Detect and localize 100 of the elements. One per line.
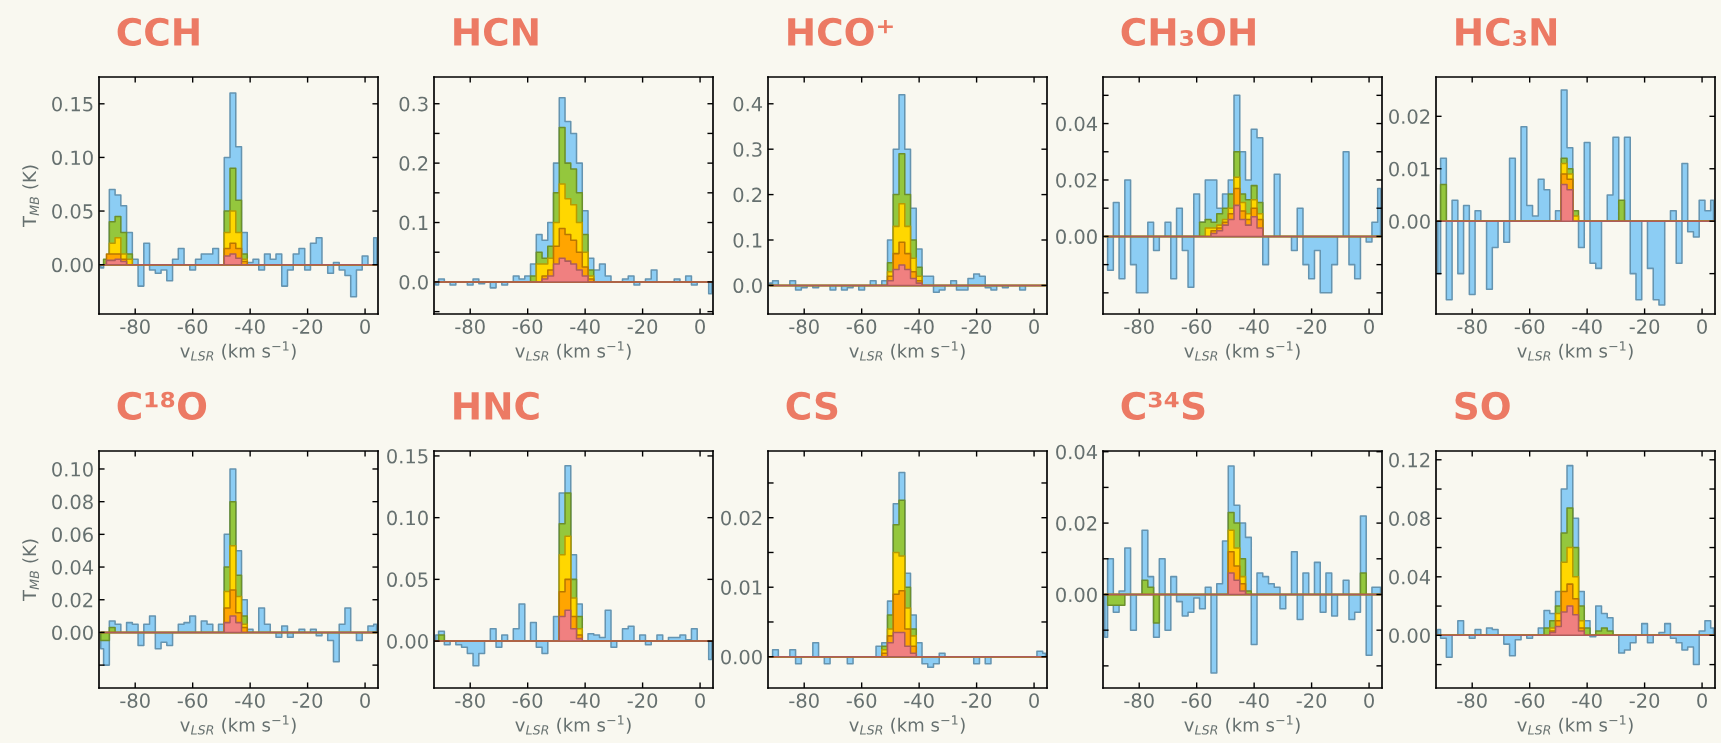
x-tick-label: -80 bbox=[120, 693, 150, 708]
y-tick-label: 0.00 bbox=[721, 649, 762, 665]
x-axis-title: v$_{LSR}$ (km s$^{−1}$) bbox=[1517, 341, 1633, 361]
x-tick-label: -20 bbox=[961, 319, 992, 334]
x-tick-label: -80 bbox=[1457, 319, 1487, 334]
x-tick-label: -20 bbox=[292, 693, 323, 708]
y-tick-label: 0.2 bbox=[733, 187, 762, 203]
x-tick-label: 0 bbox=[1029, 693, 1039, 708]
chart-title: HCN bbox=[454, 17, 538, 47]
y-tick-label: 0.00 bbox=[387, 634, 428, 649]
y-tick-label: 0.15 bbox=[387, 448, 428, 464]
x-tick-label: -60 bbox=[1181, 693, 1212, 708]
y-tick-label: 0.04 bbox=[1056, 116, 1098, 132]
y-tick-label: 0.01 bbox=[721, 580, 762, 595]
y-tick-label: 0.02 bbox=[1056, 172, 1097, 188]
y-tick-label: 0.00 bbox=[52, 625, 93, 641]
chart-title: CCH bbox=[117, 17, 199, 47]
x-tick-label: -20 bbox=[292, 319, 323, 334]
x-axis-title: v$_{LSR}$ (km s$^{−1}$) bbox=[1184, 715, 1300, 735]
x-tick-label: -20 bbox=[1629, 693, 1660, 708]
x-axis-title: v$_{LSR}$ (km s$^{−1}$) bbox=[1517, 715, 1633, 735]
x-tick-label: -40 bbox=[1572, 693, 1602, 708]
x-tick-label: -60 bbox=[846, 693, 877, 708]
y-tick-label: 0.1 bbox=[399, 215, 428, 231]
x-tick-label: -40 bbox=[1239, 693, 1269, 708]
x-tick-label: -20 bbox=[1296, 693, 1327, 708]
x-tick-label: -80 bbox=[455, 693, 485, 708]
x-tick-label: -60 bbox=[1181, 319, 1212, 334]
x-tick-label: 0 bbox=[1697, 693, 1707, 708]
x-tick-label: -60 bbox=[177, 693, 208, 708]
x-tick-label: -20 bbox=[627, 319, 658, 334]
x-tick-label: -60 bbox=[1514, 693, 1545, 708]
chart-title: SO bbox=[1455, 391, 1510, 421]
y-tick-label: 0.4 bbox=[733, 96, 763, 112]
x-axis-title: v$_{LSR}$ (km s$^{−1}$) bbox=[180, 715, 296, 735]
y-tick-label: 0.02 bbox=[721, 510, 762, 526]
x-tick-label: -40 bbox=[1572, 319, 1602, 334]
y-tick-label: 0.04 bbox=[52, 560, 94, 575]
y-tick-label: 0.10 bbox=[387, 510, 428, 526]
y-tick-label: 0.00 bbox=[1389, 214, 1430, 229]
x-tick-label: -40 bbox=[1239, 319, 1269, 334]
y-tick-label: 0.02 bbox=[52, 592, 93, 608]
x-tick-label: -20 bbox=[1296, 319, 1327, 334]
y-tick-label: 0.00 bbox=[1389, 628, 1430, 643]
y-tick-label: 0.15 bbox=[52, 96, 93, 112]
y-tick-label: 0.08 bbox=[1389, 511, 1430, 526]
x-tick-label: 0 bbox=[695, 319, 705, 334]
x-tick-label: 0 bbox=[1697, 319, 1707, 334]
x-tick-label: -80 bbox=[1124, 693, 1154, 708]
x-tick-label: 0 bbox=[695, 693, 705, 708]
x-tick-label: -40 bbox=[235, 319, 265, 334]
y-tick-label: 0.10 bbox=[52, 150, 93, 166]
x-tick-label: -80 bbox=[120, 319, 150, 334]
y-tick-label: 0.2 bbox=[399, 156, 428, 171]
y-tick-label: 0.01 bbox=[1389, 161, 1430, 177]
y-tick-label: 0.0 bbox=[733, 278, 762, 294]
chart-title: HC₃N bbox=[1456, 17, 1557, 47]
x-tick-label: -80 bbox=[455, 319, 485, 334]
x-tick-label: -20 bbox=[961, 693, 992, 708]
x-axis-title: v$_{LSR}$ (km s$^{−1}$) bbox=[180, 341, 296, 361]
y-tick-label: 0.05 bbox=[387, 572, 428, 588]
x-tick-label: -60 bbox=[846, 319, 877, 334]
x-tick-label: 0 bbox=[1364, 319, 1374, 334]
y-tick-label: 0.10 bbox=[52, 461, 93, 477]
y-tick-label: 0.02 bbox=[1389, 109, 1430, 124]
x-tick-label: -20 bbox=[627, 693, 658, 708]
y-tick-label: 0.05 bbox=[52, 204, 93, 219]
x-tick-label: -80 bbox=[1124, 319, 1154, 334]
y-tick-label: 0.12 bbox=[1389, 452, 1430, 468]
y-tick-label: 0.00 bbox=[1056, 587, 1097, 603]
x-tick-label: -40 bbox=[904, 693, 934, 708]
x-tick-label: -40 bbox=[904, 319, 934, 334]
x-tick-label: -60 bbox=[177, 319, 208, 334]
chart-title: CS bbox=[786, 391, 838, 421]
x-axis-title: v$_{LSR}$ (km s$^{−1}$) bbox=[515, 341, 631, 361]
y-axis-title: T$_{MB}$ (K) bbox=[22, 165, 39, 228]
y-tick-label: 0.06 bbox=[52, 527, 93, 543]
x-tick-label: -40 bbox=[235, 693, 265, 708]
x-axis-title: v$_{LSR}$ (km s$^{−1}$) bbox=[515, 715, 631, 735]
chart-title: C³⁴S bbox=[1121, 391, 1205, 421]
x-tick-label: -60 bbox=[1514, 319, 1545, 334]
x-tick-label: -60 bbox=[512, 319, 543, 334]
chart-title: HNC bbox=[454, 391, 539, 421]
y-tick-label: 0.00 bbox=[1056, 229, 1097, 245]
chart-title: CH₃OH bbox=[1121, 17, 1255, 47]
x-tick-label: -60 bbox=[512, 693, 543, 708]
chart-title: C¹⁸O bbox=[117, 391, 207, 421]
y-tick-label: 0.04 bbox=[1389, 569, 1431, 585]
x-tick-label: -40 bbox=[570, 693, 600, 708]
y-tick-label: 0.02 bbox=[1056, 516, 1097, 531]
x-tick-label: -20 bbox=[1629, 319, 1660, 334]
x-tick-label: 0 bbox=[1364, 693, 1374, 708]
x-tick-label: -80 bbox=[789, 693, 819, 708]
x-axis-title: v$_{LSR}$ (km s$^{−1}$) bbox=[849, 715, 965, 735]
x-axis-title: v$_{LSR}$ (km s$^{−1}$) bbox=[1184, 341, 1300, 361]
x-tick-label: -80 bbox=[789, 319, 819, 334]
x-axis-title: v$_{LSR}$ (km s$^{−1}$) bbox=[849, 341, 965, 361]
y-tick-label: 0.3 bbox=[399, 96, 428, 112]
chart-title: HCO⁺ bbox=[788, 17, 893, 47]
y-tick-label: 0.08 bbox=[52, 494, 93, 510]
